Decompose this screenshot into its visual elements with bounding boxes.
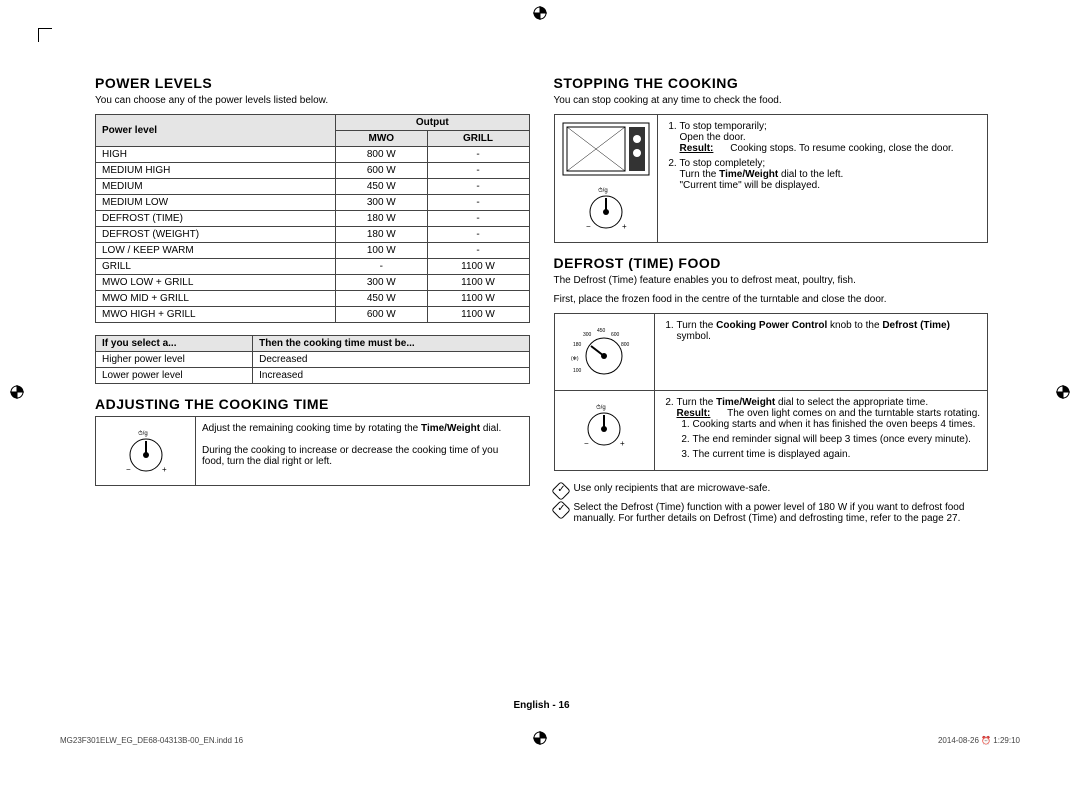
timeweight-dial-icon: − + ⏱/g xyxy=(576,184,636,232)
table-row: DEFROST (WEIGHT)180 W- xyxy=(96,227,530,243)
registration-mark-icon xyxy=(533,6,547,23)
svg-text:⏱/g: ⏱/g xyxy=(138,430,148,437)
note-icon xyxy=(551,500,571,520)
print-footer: MG23F301ELW_EG_DE68-04313B-00_EN.indd 16… xyxy=(60,736,1020,745)
print-file: MG23F301ELW_EG_DE68-04313B-00_EN.indd 16 xyxy=(60,736,243,745)
adjust-text: Adjust the remaining cooking time by rot… xyxy=(196,417,530,486)
svg-text:⏱/g: ⏱/g xyxy=(596,404,606,411)
defrost-intro1: The Defrost (Time) feature enables you t… xyxy=(554,275,989,286)
power-knob-icon: 450 600 800 300 180 (✻) 100 xyxy=(569,324,639,380)
table-row: LOW / KEEP WARM100 W- xyxy=(96,243,530,259)
svg-text:+: + xyxy=(620,439,625,448)
power-levels-intro: You can choose any of the power levels l… xyxy=(95,95,530,106)
stopping-intro: You can stop cooking at any time to chec… xyxy=(554,95,989,106)
th-grill: GRILL xyxy=(427,131,529,147)
th-mwo: MWO xyxy=(336,131,427,147)
stopping-steps: To stop temporarily; Open the door. Resu… xyxy=(657,115,988,243)
microwave-icon xyxy=(561,121,651,177)
defrost-step1: Turn the Cooking Power Control knob to t… xyxy=(654,314,988,391)
table-row: GRILL-1100 W xyxy=(96,259,530,275)
table-row: HIGH800 W- xyxy=(96,147,530,163)
dial-illustration: − + ⏱/g xyxy=(96,417,196,486)
svg-text:180: 180 xyxy=(573,342,582,348)
th-power-level: Power level xyxy=(96,115,336,147)
print-date: 2014-08-26 ⏰ 1:29:10 xyxy=(938,736,1020,745)
th-then: Then the cooking time must be... xyxy=(253,336,529,352)
table-row: MEDIUM450 W- xyxy=(96,179,530,195)
power-levels-heading: POWER LEVELS xyxy=(95,75,530,91)
svg-text:300: 300 xyxy=(583,332,592,338)
table-row: MWO LOW + GRILL300 W1100 W xyxy=(96,275,530,291)
defrost-box: 450 600 800 300 180 (✻) 100 Turn the Coo… xyxy=(554,313,989,471)
stopping-heading: STOPPING THE COOKING xyxy=(554,75,989,91)
microwave-illustration: − + ⏱/g xyxy=(554,115,657,243)
note-1: Use only recipients that are microwave-s… xyxy=(554,483,989,498)
svg-text:⏱/g: ⏱/g xyxy=(598,187,608,194)
registration-mark-icon xyxy=(10,385,24,399)
svg-text:450: 450 xyxy=(597,328,606,334)
adjust-box: − + ⏱/g Adjust the remaining cooking tim… xyxy=(95,416,530,486)
th-output: Output xyxy=(336,115,529,131)
svg-text:−: − xyxy=(584,439,589,448)
svg-text:−: − xyxy=(126,465,131,474)
svg-text:−: − xyxy=(586,222,591,231)
power-levels-table: Power level Output MWO GRILL HIGH800 W-M… xyxy=(95,114,530,323)
defrost-step2: Turn the Time/Weight dial to select the … xyxy=(654,391,988,471)
table-row: DEFROST (TIME)180 W- xyxy=(96,211,530,227)
registration-mark-icon xyxy=(1056,385,1070,399)
table-row: MWO HIGH + GRILL600 W1100 W xyxy=(96,307,530,323)
page-footer: English - 16 xyxy=(95,700,988,711)
power-guide-table: If you select a... Then the cooking time… xyxy=(95,335,530,384)
right-column: STOPPING THE COOKING You can stop cookin… xyxy=(554,75,989,685)
svg-text:+: + xyxy=(162,465,167,474)
defrost-heading: DEFROST (TIME) FOOD xyxy=(554,255,989,271)
defrost-intro2: First, place the frozen food in the cent… xyxy=(554,294,989,305)
svg-text:800: 800 xyxy=(621,342,630,348)
table-row: Higher power levelDecreased xyxy=(96,352,530,368)
table-row: MEDIUM HIGH600 W- xyxy=(96,163,530,179)
svg-text:(✻): (✻) xyxy=(571,356,579,362)
svg-text:100: 100 xyxy=(573,368,582,374)
stopping-box: − + ⏱/g To stop temporarily; Open the do… xyxy=(554,114,989,243)
left-column: POWER LEVELS You can choose any of the p… xyxy=(95,75,530,685)
table-row: MEDIUM LOW300 W- xyxy=(96,195,530,211)
power-knob-illustration: 450 600 800 300 180 (✻) 100 xyxy=(554,314,654,391)
note-icon xyxy=(551,481,571,501)
note-2: Select the Defrost (Time) function with … xyxy=(554,502,989,524)
timeweight-dial-icon: − + ⏱/g xyxy=(116,427,176,475)
th-if-select: If you select a... xyxy=(96,336,253,352)
svg-text:+: + xyxy=(622,222,627,231)
svg-text:600: 600 xyxy=(611,332,620,338)
adjust-heading: ADJUSTING THE COOKING TIME xyxy=(95,396,530,412)
table-row: MWO MID + GRILL450 W1100 W xyxy=(96,291,530,307)
timeweight-dial-icon: − + ⏱/g xyxy=(574,401,634,449)
table-row: Lower power levelIncreased xyxy=(96,368,530,384)
dial-illustration: − + ⏱/g xyxy=(554,391,654,471)
